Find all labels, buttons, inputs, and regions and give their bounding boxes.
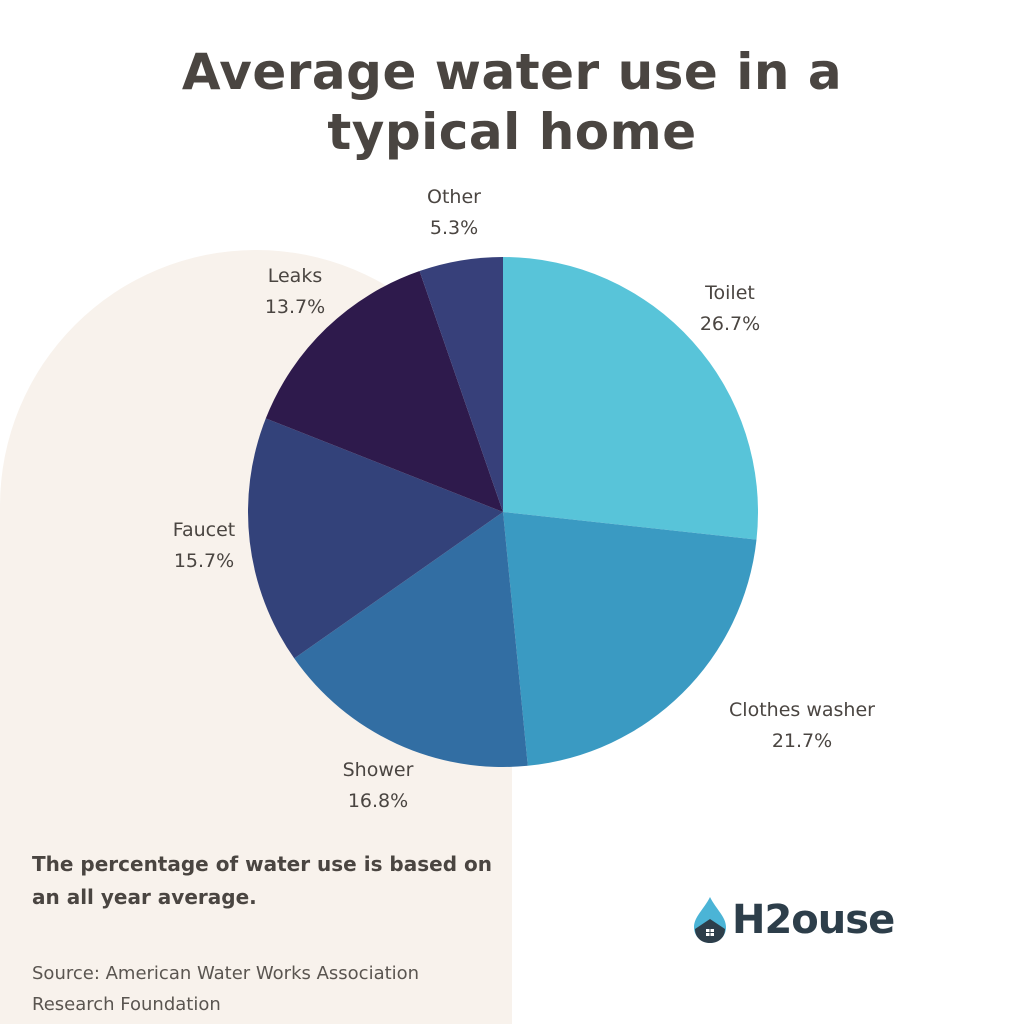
logo-text: H2ouse — [732, 897, 895, 943]
label-shower: Shower 16.8% — [343, 755, 414, 817]
brand-logo: H2ouse — [692, 892, 895, 948]
pie-slice-clothes-washer — [503, 512, 757, 766]
pie-slice-faucet — [248, 418, 503, 659]
footnote: The percentage of water use is based on … — [32, 852, 492, 909]
label-clothes-washer-value: 21.7% — [771, 730, 833, 752]
pie-slice-shower — [294, 512, 528, 767]
label-leaks-name: Leaks — [267, 265, 323, 287]
water-drop-house-icon — [694, 897, 726, 943]
label-leaks-value: 13.7% — [264, 296, 326, 318]
label-toilet: Toilet 26.7% — [700, 278, 760, 340]
label-shower-value: 16.8% — [347, 790, 409, 812]
chart-title: Average water use in a typical home — [0, 42, 1024, 162]
pie-slice-leaks — [265, 271, 503, 512]
label-clothes-washer-name: Clothes washer — [729, 699, 875, 721]
source-line-1: Source: American Water Works Association — [32, 963, 420, 984]
label-toilet-name: Toilet — [705, 282, 755, 304]
pie-slice-toilet — [503, 257, 758, 540]
label-leaks: Leaks 13.7% — [265, 261, 325, 323]
label-other: Other 5.3% — [427, 182, 481, 244]
label-faucet-name: Faucet — [172, 519, 236, 541]
label-other-name: Other — [427, 186, 481, 208]
label-faucet-value: 15.7% — [173, 550, 235, 572]
title-line-2: typical home — [327, 103, 697, 161]
pie-slice-other — [419, 257, 503, 512]
label-shower-name: Shower — [342, 759, 414, 781]
source-citation: Source: American Water Works Association… — [32, 958, 512, 1020]
label-faucet: Faucet 15.7% — [173, 515, 235, 577]
label-clothes-washer: Clothes washer 21.7% — [729, 695, 875, 757]
label-other-value: 5.3% — [429, 217, 479, 239]
label-toilet-value: 26.7% — [699, 313, 761, 335]
source-line-2: Research Foundation — [32, 994, 221, 1015]
title-line-1: Average water use in a — [181, 43, 843, 101]
